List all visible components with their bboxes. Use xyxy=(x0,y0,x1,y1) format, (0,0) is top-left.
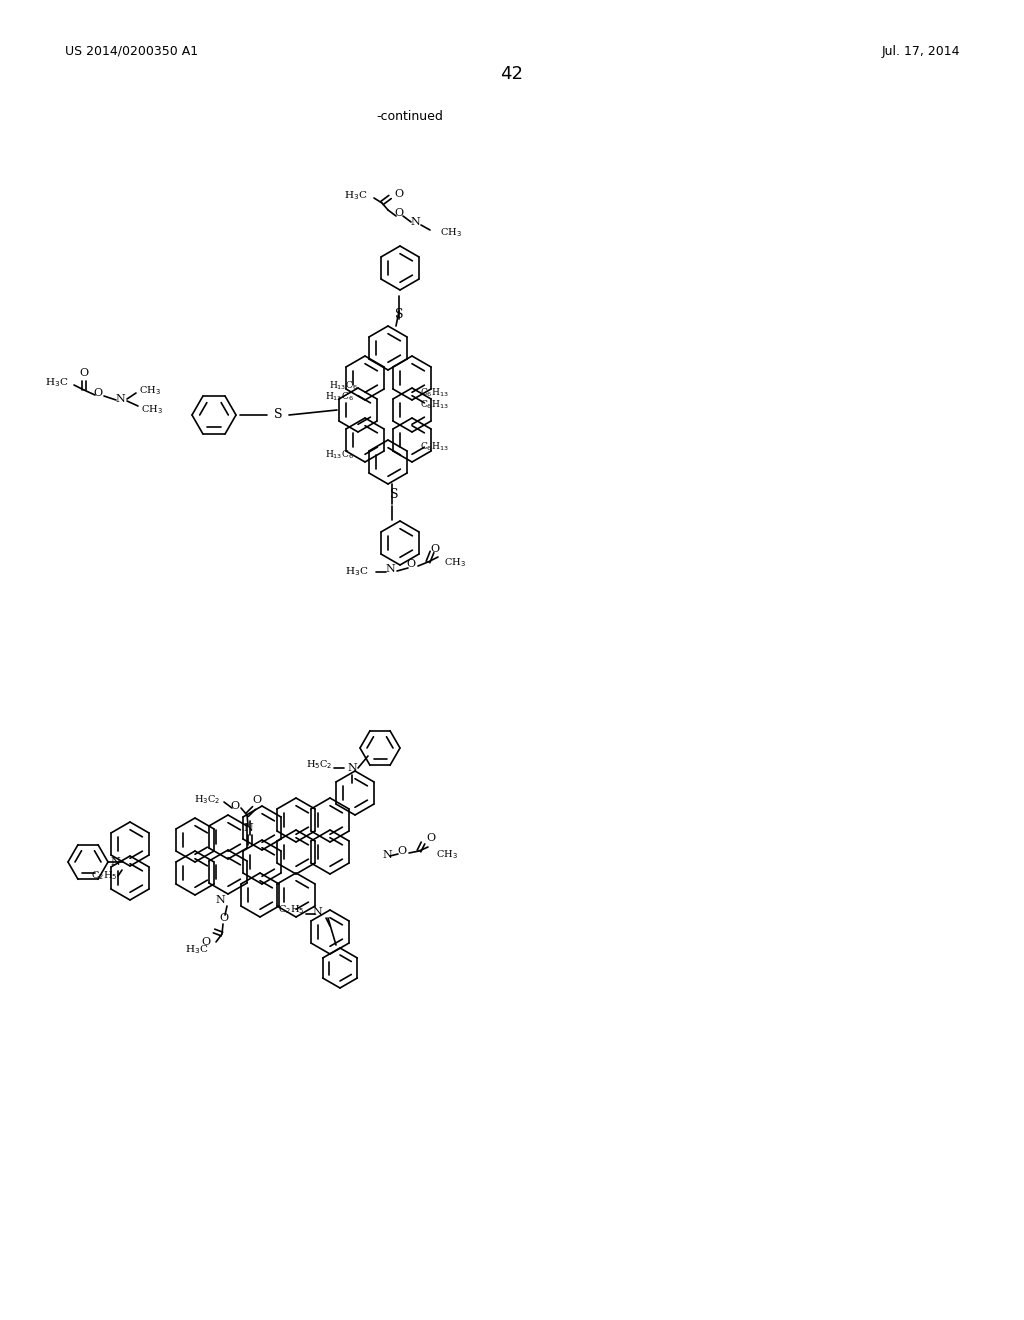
Text: US 2014/0200350 A1: US 2014/0200350 A1 xyxy=(65,45,198,58)
Text: H$_{13}$C$_6$: H$_{13}$C$_6$ xyxy=(325,449,354,461)
Text: H$_3$C: H$_3$C xyxy=(45,376,68,389)
Text: H$_5$C$_2$: H$_5$C$_2$ xyxy=(305,759,332,771)
Text: N: N xyxy=(382,850,392,861)
Text: CH$_3$: CH$_3$ xyxy=(141,403,163,416)
Text: S: S xyxy=(390,488,398,502)
Text: CH$_3$: CH$_3$ xyxy=(444,557,466,569)
Text: H$_3$C: H$_3$C xyxy=(344,190,367,202)
Text: O: O xyxy=(397,846,407,855)
Text: C$_2$H$_5$: C$_2$H$_5$ xyxy=(279,904,305,916)
Text: N: N xyxy=(243,822,253,833)
Text: O: O xyxy=(430,544,439,554)
Text: S: S xyxy=(273,408,283,421)
Text: CH$_3$: CH$_3$ xyxy=(436,849,458,862)
Text: CH$_3$: CH$_3$ xyxy=(139,384,161,397)
Text: N: N xyxy=(115,393,125,404)
Text: C$_6$H$_{13}$: C$_6$H$_{13}$ xyxy=(420,387,449,399)
Text: H$_3$C: H$_3$C xyxy=(184,944,208,957)
Text: H$_3$C: H$_3$C xyxy=(345,565,368,578)
Text: -continued: -continued xyxy=(377,110,443,123)
Text: S: S xyxy=(394,309,403,322)
Text: 42: 42 xyxy=(501,65,523,83)
Text: H$_3$C$_2$: H$_3$C$_2$ xyxy=(194,793,220,807)
Text: C$_2$H$_5$: C$_2$H$_5$ xyxy=(91,870,118,882)
Text: N: N xyxy=(411,216,420,227)
Text: N: N xyxy=(215,895,225,906)
Text: N: N xyxy=(111,857,120,867)
Text: N: N xyxy=(347,763,357,774)
Text: O: O xyxy=(219,913,228,923)
Text: O: O xyxy=(253,795,261,805)
Text: CH$_3$: CH$_3$ xyxy=(440,227,462,239)
Text: O: O xyxy=(80,368,88,378)
Text: H$_{13}$C$_6$: H$_{13}$C$_6$ xyxy=(325,391,354,403)
Text: O: O xyxy=(426,833,435,843)
Text: C$_6$H$_{13}$: C$_6$H$_{13}$ xyxy=(420,441,449,453)
Text: O: O xyxy=(230,801,240,810)
Text: N: N xyxy=(312,907,322,917)
Text: O: O xyxy=(407,558,416,569)
Text: O: O xyxy=(202,937,211,946)
Text: O: O xyxy=(394,189,403,199)
Text: O: O xyxy=(93,388,102,399)
Text: Jul. 17, 2014: Jul. 17, 2014 xyxy=(882,45,961,58)
Text: O: O xyxy=(394,209,403,218)
Text: N: N xyxy=(385,564,395,574)
Text: H$_{13}$C$_6$: H$_{13}$C$_6$ xyxy=(329,380,358,392)
Text: C$_6$H$_{13}$: C$_6$H$_{13}$ xyxy=(420,399,449,412)
